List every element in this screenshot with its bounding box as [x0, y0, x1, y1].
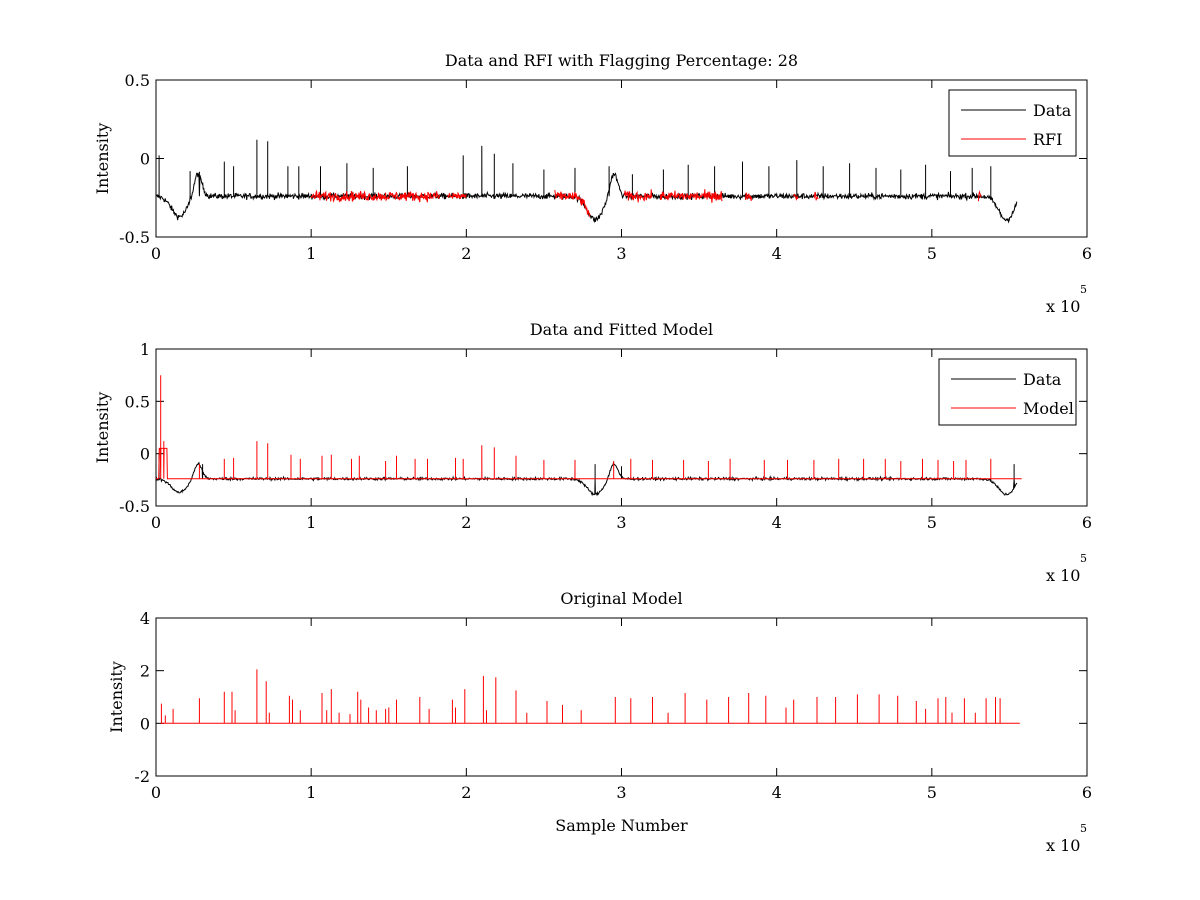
x-axis-label: Sample Number — [555, 816, 688, 835]
rfi-segment — [977, 190, 982, 202]
x-exponent-base: x 10 — [1046, 566, 1080, 585]
x-tick-label: 6 — [1082, 513, 1092, 532]
x-tick-label: 1 — [306, 244, 316, 263]
x-tick-label: 1 — [306, 783, 316, 802]
y-axis-label: Intensity — [93, 123, 112, 195]
x-tick-label: 1 — [306, 513, 316, 532]
rfi-segment — [659, 189, 720, 203]
x-exponent-power: 5 — [1080, 552, 1087, 565]
panel-title: Data and RFI with Flagging Percentage: 2… — [445, 51, 798, 70]
panel-title: Data and Fitted Model — [530, 320, 713, 339]
x-tick-label: 3 — [616, 244, 626, 263]
y-tick-label: 0 — [140, 714, 150, 733]
legend: Data RFI — [948, 89, 1077, 157]
legend-label: RFI — [1033, 130, 1062, 149]
rfi-segment — [793, 193, 799, 201]
rfi-segment — [554, 190, 591, 218]
series-line-model — [160, 669, 1020, 724]
y-tick-label: -0.5 — [119, 497, 150, 516]
plot-area — [160, 669, 1020, 724]
legend: Data Model — [938, 358, 1077, 426]
x-exponent-power: 5 — [1080, 283, 1087, 296]
x-tick-label: 3 — [616, 513, 626, 532]
x-tick-label: 4 — [772, 783, 782, 802]
y-tick-label: -2 — [134, 767, 150, 786]
y-axis-label: Intensity — [93, 392, 112, 464]
legend-label: Data — [1023, 370, 1062, 389]
panel-title: Original Model — [560, 589, 682, 608]
x-tick-label: 5 — [927, 244, 937, 263]
x-tick-label: 2 — [461, 783, 471, 802]
legend-box — [938, 358, 1077, 426]
x-exponent-base: x 10 — [1046, 297, 1080, 316]
x-tick-label: 0 — [151, 244, 161, 263]
rfi-segment — [310, 189, 441, 203]
y-tick-label: 0.5 — [125, 71, 150, 90]
legend-label: Model — [1023, 399, 1074, 418]
y-tick-label: 0.5 — [125, 392, 150, 411]
plot-area — [156, 139, 1018, 224]
x-tick-label: 2 — [461, 513, 471, 532]
x-tick-label: 5 — [927, 783, 937, 802]
x-tick-label: 4 — [772, 244, 782, 263]
y-tick-label: 4 — [140, 609, 150, 628]
series-line-data — [156, 139, 1018, 224]
x-tick-label: 6 — [1082, 783, 1092, 802]
legend-box — [948, 89, 1077, 157]
rfi-segment — [711, 190, 723, 202]
x-exponent-power: 5 — [1080, 822, 1087, 835]
x-tick-label: 2 — [461, 244, 471, 263]
rfi-segment — [745, 192, 753, 201]
x-tick-label: 5 — [927, 513, 937, 532]
x-tick-label: 6 — [1082, 244, 1092, 263]
rfi-segment — [624, 189, 653, 203]
y-tick-label: -0.5 — [119, 228, 150, 247]
plot-area — [156, 375, 1022, 497]
y-tick-label: 1 — [140, 340, 150, 359]
rfi-segment — [447, 191, 467, 199]
x-tick-label: 0 — [151, 783, 161, 802]
x-tick-label: 0 — [151, 513, 161, 532]
y-tick-label: 0 — [140, 445, 150, 464]
x-exponent-base: x 10 — [1046, 836, 1080, 855]
rfi-segment — [813, 191, 819, 201]
series-line-model — [156, 375, 1022, 480]
y-tick-label: 2 — [140, 662, 150, 681]
legend-label: Data — [1033, 101, 1072, 120]
x-tick-label: 4 — [772, 513, 782, 532]
y-axis-label: Intensity — [107, 661, 126, 733]
x-tick-label: 3 — [616, 783, 626, 802]
y-tick-label: 0 — [140, 150, 150, 169]
